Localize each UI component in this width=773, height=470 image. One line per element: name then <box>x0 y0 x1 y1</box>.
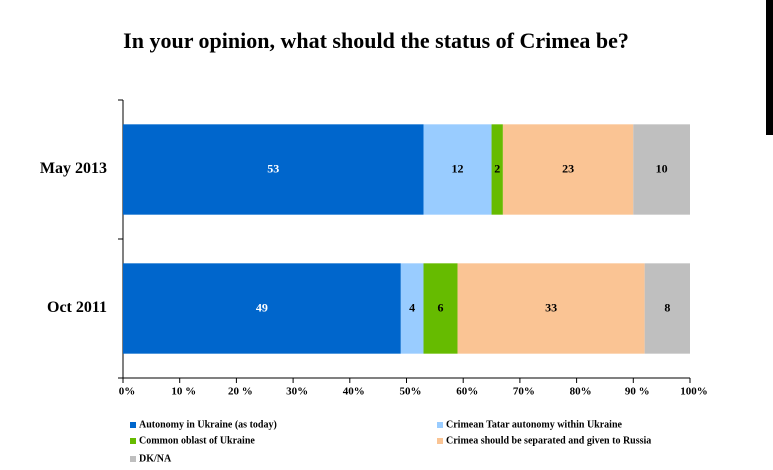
bar-segment <box>491 124 503 215</box>
legend-swatch <box>130 422 136 428</box>
side-bar <box>766 0 773 135</box>
bar-segment <box>423 124 492 215</box>
value-label: 8 <box>664 300 670 314</box>
legend-label: Autonomy in Ukraine (as today) <box>139 419 277 430</box>
x-tick-label: 80% <box>570 386 592 398</box>
legend-label: Common oblast of Ukraine <box>139 435 255 446</box>
x-tick-label: 60% <box>456 386 478 398</box>
bar-segment <box>457 263 645 354</box>
value-label: 6 <box>438 300 444 314</box>
legend-label: Crimean Tatar autonomy within Ukraine <box>446 419 623 430</box>
y-tick-label: May 2013 <box>40 160 107 177</box>
y-tick-label: Oct 2011 <box>47 299 107 316</box>
value-label: 10 <box>656 161 668 175</box>
x-tick-label: 90 % <box>625 386 650 398</box>
legend-swatch <box>437 422 443 428</box>
legend-swatch <box>130 438 136 444</box>
value-label: 2 <box>494 161 500 175</box>
x-tick-label: 100% <box>680 386 708 398</box>
legend-label: DK/NA <box>139 453 172 464</box>
bar-segment <box>423 263 458 354</box>
value-label: 12 <box>452 161 464 175</box>
x-tick-label: 30% <box>286 386 308 398</box>
bar-segment <box>633 124 690 215</box>
bar-segment <box>400 263 424 354</box>
legend-label: Crimea should be separated and given to … <box>446 435 651 446</box>
value-label: 49 <box>256 300 268 314</box>
value-label: 33 <box>545 300 557 314</box>
x-tick-label: 40% <box>343 386 365 398</box>
x-tick-label: 10 % <box>171 386 196 398</box>
x-tick-label: 0% <box>119 386 136 398</box>
bar-segment <box>123 263 401 354</box>
bar-segment <box>644 263 690 354</box>
value-label: 53 <box>267 161 279 175</box>
legend-swatch <box>437 438 443 444</box>
x-tick-label: 70% <box>513 386 535 398</box>
value-label: 4 <box>409 300 415 314</box>
x-tick-label: 50% <box>400 386 422 398</box>
value-label: 23 <box>562 161 574 175</box>
bar-segment <box>502 124 634 215</box>
chart-title: In your opinion, what should the status … <box>123 28 629 53</box>
legend-swatch <box>130 456 136 462</box>
x-tick-label: 20 % <box>228 386 253 398</box>
bar-segment <box>123 124 424 215</box>
